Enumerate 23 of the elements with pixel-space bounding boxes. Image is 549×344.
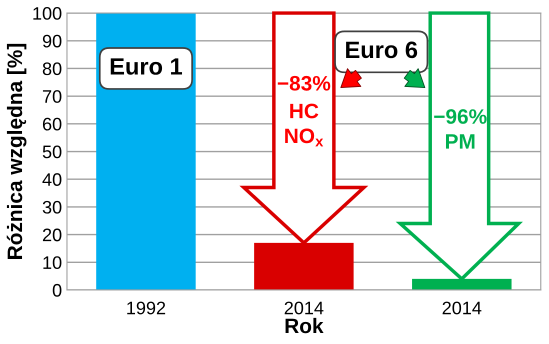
y-tick-label: 60 [42,118,62,131]
annotation: HC [290,104,318,118]
annotation: −83% [278,76,330,91]
annotation: NO$_{x}$ [285,128,324,146]
y-tick-label: 80 [42,62,62,76]
y-tick-label: 90 [42,34,62,48]
y-tick-label: 40 [42,173,62,186]
x-tick-label: 2014 [442,302,482,314]
y-axis-title: Różnica względna [%] [6,44,26,259]
x-tick-label: 2014 [284,302,324,314]
y-tick-label: 50 [42,145,62,158]
annotation: Euro 1 [110,58,182,75]
y-tick-label: 0 [52,284,62,297]
y-tick-label: 30 [42,200,62,214]
y-tick-label: 100 [33,7,62,20]
y-tick-label: 20 [42,228,62,242]
y-tick-label: 70 [42,90,62,103]
y-tick-label: 10 [43,256,62,270]
annotation: −96% [434,109,487,124]
annotation: PM [446,134,474,149]
annotation: Euro 6 [346,41,418,58]
x-tick-label: 1992 [127,302,166,314]
x-axis-title: Rok [286,318,324,334]
